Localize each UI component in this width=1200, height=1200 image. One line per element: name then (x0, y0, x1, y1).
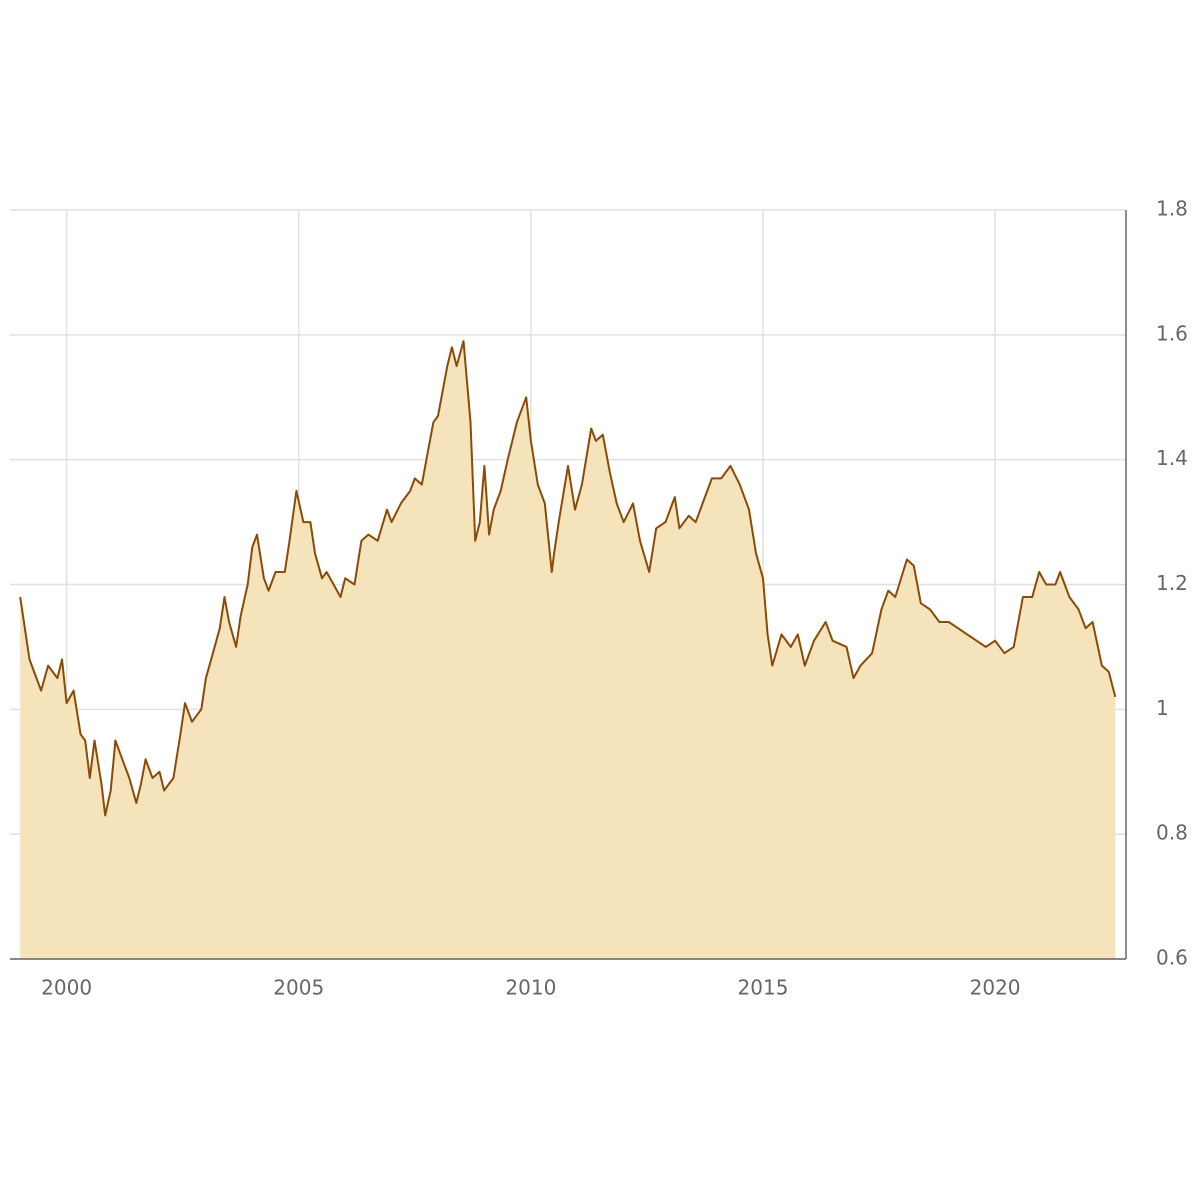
x-tick-label: 2015 (738, 976, 789, 1000)
y-tick-label: 1.4 (1156, 446, 1188, 470)
x-tick-label: 2010 (505, 976, 556, 1000)
y-tick-label: 0.6 (1156, 946, 1188, 970)
y-tick-label: 1 (1156, 696, 1169, 720)
area (20, 341, 1116, 960)
y-tick-label: 1.6 (1156, 321, 1188, 345)
y-tick-label: 1.2 (1156, 571, 1188, 595)
x-tick-label: 2020 (970, 976, 1021, 1000)
y-tick-label: 1.8 (1156, 197, 1188, 221)
x-tick-label: 2005 (273, 976, 324, 1000)
x-tick-label: 2000 (41, 976, 92, 1000)
line (19, 340, 1117, 817)
y-tick-label: 0.8 (1156, 821, 1188, 845)
